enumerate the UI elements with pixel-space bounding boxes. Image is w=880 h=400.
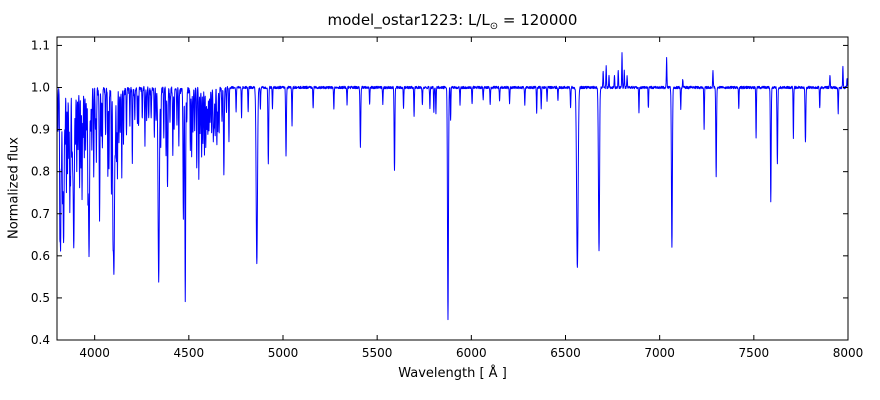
y-tick-label: 0.6 [31,249,50,263]
sun-symbol: ⊙ [489,21,499,32]
chart-title: model_ostar1223: L/L⊙ = 120000 [57,11,848,32]
y-tick-label: 0.8 [31,165,50,179]
x-axis-label: Wavelength [ Å ] [398,366,507,381]
y-tick-label: 1.0 [31,81,50,95]
y-tick-label: 0.9 [31,123,50,137]
plot-frame [56,36,849,341]
title-suffix: = 120000 [498,11,578,29]
x-tick-label: 5500 [362,346,393,360]
x-tick-label: 6500 [550,346,581,360]
x-tick-label: 8000 [833,346,864,360]
y-tick-label: 0.4 [31,333,50,347]
x-tick-label: 5000 [268,346,299,360]
x-tick-label: 4000 [79,346,110,360]
plot-background [57,37,848,340]
x-tick-label: 6000 [456,346,487,360]
x-tick-label: 7500 [739,346,770,360]
y-tick-label: 0.5 [31,291,50,305]
x-tick-label: 4500 [174,346,205,360]
x-tick-label: 7000 [644,346,675,360]
y-axis-label: Normalized flux [6,137,22,239]
title-text: model_ostar1223: L/L [327,11,490,29]
y-tick-label: 1.1 [31,38,50,52]
spectrum-line [56,52,849,321]
y-tick-label: 0.7 [31,207,50,221]
